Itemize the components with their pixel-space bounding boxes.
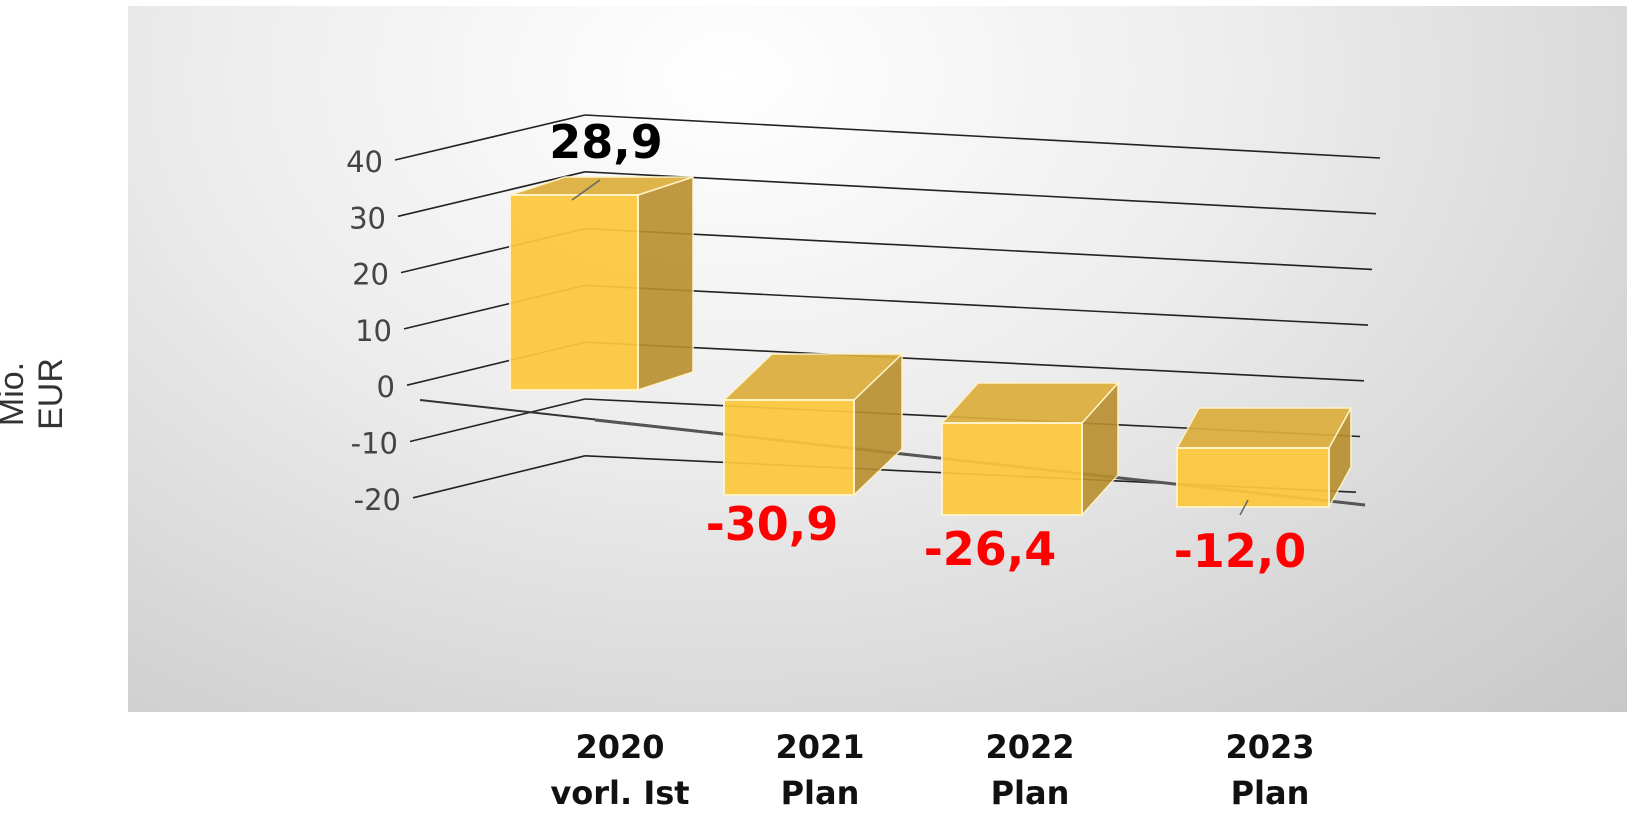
gridline <box>584 227 1373 271</box>
x-category-sub: Plan <box>780 774 860 812</box>
x-category-year: 2020 <box>575 728 665 766</box>
bar-front-face <box>941 422 1083 516</box>
bar-top-face <box>1175 407 1353 449</box>
x-category-sub: Plan <box>990 774 1070 812</box>
x-category-label: 2023 Plan <box>1160 724 1380 816</box>
x-category-year: 2022 <box>985 728 1075 766</box>
x-category-sub: vorl. Ist <box>550 774 690 812</box>
data-label: -30,9 <box>706 497 839 551</box>
leader-line <box>571 179 601 201</box>
data-label: -26,4 <box>924 522 1057 576</box>
x-category-label: 2022 Plan <box>920 724 1140 816</box>
x-category-label: 2021 Plan <box>710 724 930 816</box>
gridline <box>584 284 1369 326</box>
gridline <box>584 341 1365 382</box>
y-tick-label: 30 <box>349 201 386 235</box>
bar-front-face <box>723 399 855 496</box>
gridline-left <box>394 114 586 161</box>
bar <box>1175 407 1353 508</box>
y-tick-label: 10 <box>355 314 392 348</box>
bar <box>509 175 694 392</box>
bar <box>722 352 904 497</box>
gridline <box>584 114 1381 159</box>
bar-front-face <box>509 194 639 391</box>
data-label: 28,9 <box>549 115 663 169</box>
gridline-left <box>409 398 586 443</box>
bar-front-face <box>1176 447 1330 508</box>
x-category-year: 2023 <box>1225 728 1315 766</box>
gridline-left <box>397 171 586 218</box>
y-tick-label: 40 <box>346 145 383 179</box>
x-category-sub: Plan <box>1230 774 1310 812</box>
x-category-year: 2021 <box>775 728 865 766</box>
y-tick-label: 0 <box>377 370 395 404</box>
gridline <box>584 171 1377 215</box>
bar <box>940 381 1120 517</box>
gridline-left <box>412 455 586 499</box>
x-category-label: 2020 vorl. Ist <box>510 724 730 816</box>
data-label: -12,0 <box>1174 524 1307 578</box>
leader-line <box>1239 499 1249 516</box>
bar-side-face <box>637 175 694 392</box>
y-tick-label: 20 <box>352 258 389 292</box>
y-tick-label: -10 <box>351 427 398 461</box>
y-tick-label: -20 <box>354 483 401 517</box>
